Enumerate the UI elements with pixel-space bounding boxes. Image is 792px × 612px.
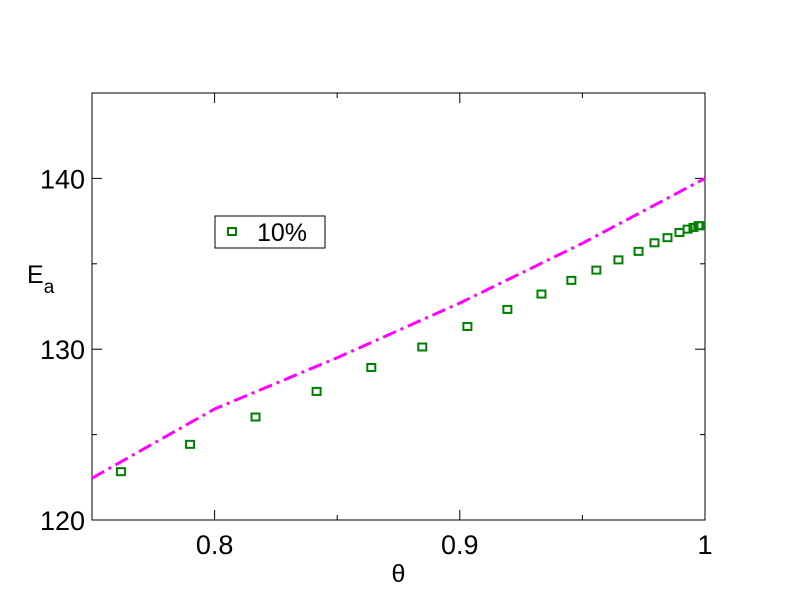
y-axis-label-sub: a (44, 277, 55, 298)
point (311, 386, 322, 396)
x-tick-label: 1 (697, 530, 712, 560)
point (536, 289, 547, 299)
point (185, 439, 196, 449)
point (502, 304, 513, 314)
legend-box (214, 215, 326, 249)
point (566, 275, 577, 285)
x-tick-label: 0.8 (196, 530, 234, 560)
point (662, 233, 673, 243)
point (674, 228, 685, 238)
y-tick-label: 130 (40, 335, 85, 365)
plot-frame (91, 92, 706, 521)
point (462, 321, 473, 331)
legend-marker (227, 227, 237, 236)
y-axis-label-main: E (27, 261, 44, 289)
point (682, 224, 693, 234)
point (417, 342, 428, 352)
x-axis-label: θ (392, 560, 406, 588)
legend-label: 10% (257, 219, 307, 247)
line (91, 177, 706, 480)
y-tick-label: 140 (40, 164, 85, 194)
point (613, 255, 624, 265)
y-axis-label: Ea (27, 261, 55, 298)
point (633, 246, 644, 256)
point (250, 412, 261, 422)
point (366, 362, 377, 372)
x-tick-label: 0.9 (441, 530, 479, 560)
point (695, 221, 706, 231)
point (115, 467, 126, 477)
y-tick-label: 120 (40, 506, 85, 536)
point (591, 265, 602, 275)
point (649, 238, 660, 248)
